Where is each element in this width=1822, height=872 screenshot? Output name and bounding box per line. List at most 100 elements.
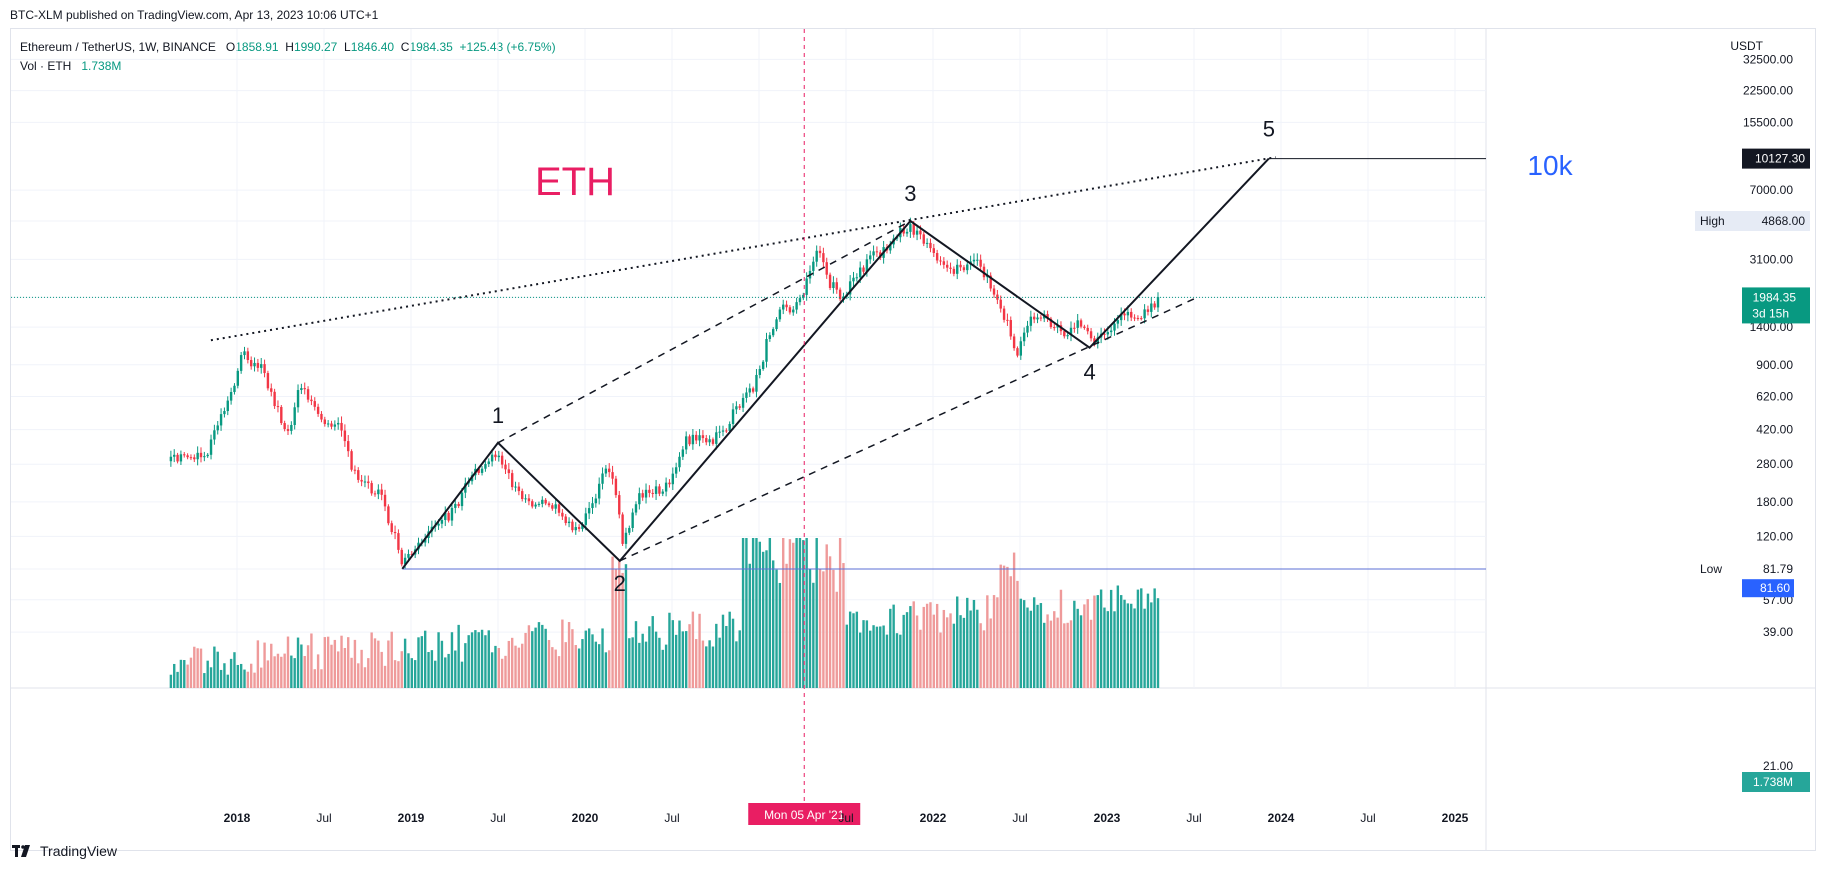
volume-bar (805, 538, 808, 688)
volume-bar (765, 550, 768, 688)
time-tick-label: 2024 (1268, 811, 1295, 825)
candle-body (838, 289, 842, 300)
candle-body (373, 493, 377, 495)
volume-bar (1006, 566, 1009, 688)
volume-bar (517, 647, 521, 688)
volume-bar (808, 568, 812, 688)
candle-body (624, 532, 628, 544)
volume-bar (591, 634, 594, 688)
time-tick-label: Jul (1186, 811, 1201, 825)
candle-body (587, 508, 591, 514)
volume-bar (584, 630, 588, 688)
volume-legend: Vol · ETH 1.738M (20, 59, 121, 73)
candle-body (664, 482, 668, 492)
volume-bar (256, 640, 260, 688)
candle-body (554, 504, 557, 509)
volume-bar (1012, 552, 1016, 688)
volume-bar (674, 634, 678, 688)
volume-bar (899, 634, 902, 688)
volume-bar (196, 648, 199, 688)
candle-body (778, 309, 782, 320)
volume-bar (842, 563, 845, 688)
candle-body (360, 479, 363, 482)
candle-body (812, 261, 815, 271)
candle-body (728, 424, 731, 431)
volume-bar (430, 650, 434, 688)
candle-body (915, 230, 919, 235)
candle-body (353, 469, 357, 471)
volume-bar (768, 538, 772, 688)
close-label: C (400, 40, 410, 54)
volume-bar (564, 642, 567, 688)
candle-body (333, 424, 337, 427)
volume-bar (678, 620, 681, 688)
volume-bar (745, 538, 748, 688)
price-tick-label: 180.00 (1756, 495, 1793, 509)
volume-bar (758, 541, 762, 688)
volume-bar (604, 652, 608, 688)
volume-bar (999, 564, 1002, 688)
time-tick-label: Jul (664, 811, 679, 825)
candle-body (591, 503, 594, 509)
candle-body (1032, 316, 1036, 320)
candle-body (597, 483, 601, 499)
candle-body (738, 406, 741, 408)
candle-body (658, 486, 661, 494)
volume-bar (721, 614, 725, 688)
volume-bar (480, 629, 484, 688)
candle-body (213, 430, 216, 440)
volume-bar (1089, 619, 1093, 688)
volume-bar (708, 640, 711, 688)
volume-bar (865, 620, 869, 688)
candle-body (500, 455, 504, 465)
candle-body (1079, 320, 1083, 327)
candle-body (852, 277, 855, 282)
volume-bar (621, 572, 624, 688)
volume-label[interactable]: Vol · ETH (20, 59, 72, 73)
volume-bar (303, 656, 306, 688)
candle-body (517, 486, 521, 492)
candle-body (464, 483, 467, 493)
candle-body (253, 362, 256, 367)
candle-body (802, 294, 805, 299)
candle-body (858, 267, 862, 278)
volume-bar (437, 632, 440, 688)
high-tag-price: 4868.00 (1762, 214, 1806, 228)
brand-name: TradingView (40, 843, 118, 859)
wave-label-4: 4 (1083, 360, 1095, 385)
elliott-wave-path (401, 157, 1270, 570)
volume-bar (1099, 589, 1103, 688)
candle-body (631, 512, 634, 528)
candle-body (825, 262, 828, 275)
tradingview-brand[interactable]: TradingView (12, 843, 117, 859)
symbol-name[interactable]: Ethereum / TetherUS, 1W, BINANCE (20, 40, 216, 54)
volume-bar (420, 636, 424, 688)
candle-body (721, 430, 725, 432)
volume-bar (176, 671, 179, 688)
volume-bar (427, 652, 430, 688)
candle-body (454, 503, 457, 508)
candle-body (323, 419, 327, 425)
candle-body (855, 277, 859, 279)
volume-bar (464, 643, 467, 688)
candle-body (651, 492, 654, 494)
volume-bar (935, 603, 939, 688)
crosshair-time-label: Mon 05 Apr '21 (764, 808, 845, 822)
candle-body (383, 494, 387, 507)
volume-bar (1133, 608, 1136, 688)
candle-body (410, 553, 414, 555)
candle-body (393, 531, 397, 534)
volume-bar (1136, 589, 1140, 688)
volume-bar (1116, 585, 1120, 688)
candle-body (775, 319, 778, 330)
candle-body (1063, 331, 1066, 337)
high-value: 1990.27 (293, 40, 338, 54)
volume-bar (611, 556, 614, 688)
volume-bar (761, 551, 765, 688)
candle-body (527, 498, 531, 502)
volume-bar (186, 664, 189, 688)
volume-bar (644, 641, 648, 688)
volume-bar (393, 660, 397, 688)
volume-bar (634, 621, 638, 688)
